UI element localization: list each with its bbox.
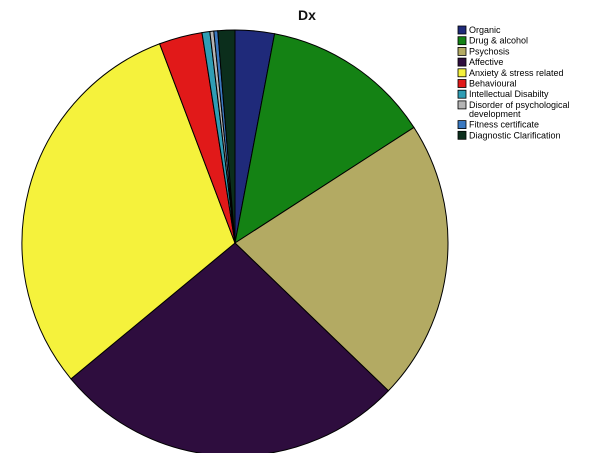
legend-swatch-drug-alcohol: [457, 36, 467, 46]
legend-label-organic: Organic: [469, 25, 501, 35]
pie-slice-diagnostic-clarification: [217, 29, 236, 244]
legend-swatch-intellectual-disabilty: [457, 89, 467, 99]
legend-label-affective: Affective: [469, 57, 503, 67]
legend-label-anxiety-stress-related: Anxiety & stress related: [469, 68, 564, 78]
pie-slice-affective: [70, 242, 390, 453]
legend-swatch-fitness-certificate: [457, 120, 467, 129]
legend-swatch-organic: [457, 25, 467, 35]
legend-label-behavioural: Behavioural: [469, 79, 517, 89]
pie-slices: [21, 29, 449, 453]
legend-label-fitness-certificate: Fitness certificate: [469, 120, 539, 130]
pie-slice-drug-alcohol: [234, 33, 415, 245]
legend-label-intellectual-disabilty: Intellectual Disabilty: [469, 89, 549, 99]
legend-label-psychosis: Psychosis: [469, 46, 510, 56]
legend-label-drug-alcohol: Drug & alcohol: [469, 36, 528, 46]
legend-label-disorder-of-psychological-development: Disorder of psychological development: [469, 100, 570, 119]
legend-swatch-behavioural: [457, 79, 467, 88]
chart-title: Dx: [298, 7, 316, 23]
legend-swatch-diagnostic-clarification: [457, 130, 467, 140]
legend-swatch-affective: [457, 57, 467, 67]
legend-swatch-disorder-of-psychological-development: [457, 100, 467, 110]
pie-slice-anxiety-stress-related: [21, 43, 236, 380]
legend-label-diagnostic-clarification: Diagnostic Clarification: [469, 130, 561, 140]
pie-slice-psychosis: [234, 126, 449, 392]
legend-swatch-psychosis: [457, 47, 467, 56]
legend-swatch-anxiety-stress-related: [457, 68, 467, 78]
